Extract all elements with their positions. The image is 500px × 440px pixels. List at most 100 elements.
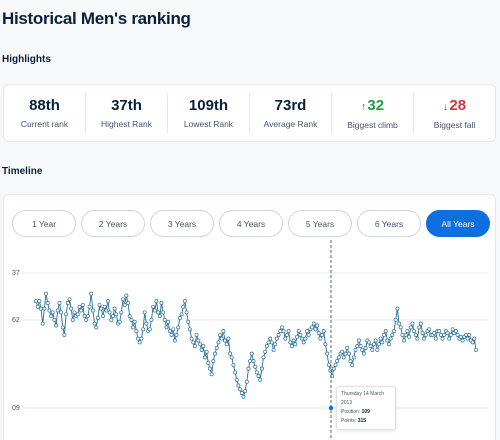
tab-6-years[interactable]: 6 Years: [357, 210, 421, 237]
data-point: [236, 383, 241, 388]
stat-value: 88th: [29, 97, 60, 114]
stat-lowest-rank: 109th Lowest Rank: [168, 93, 250, 133]
tab-1-year[interactable]: 1 Year: [12, 210, 76, 237]
data-point: [418, 321, 423, 326]
data-point: [159, 301, 164, 305]
data-point: [320, 332, 325, 337]
data-point: [105, 299, 110, 304]
stat-label: Lowest Rank: [183, 119, 234, 129]
stat-value: ↑32: [361, 97, 384, 116]
data-point: [182, 299, 187, 304]
data-point: [300, 336, 304, 341]
data-point: [412, 329, 417, 334]
data-point: [285, 332, 289, 337]
data-point: [214, 346, 219, 350]
data-point: [341, 355, 346, 360]
data-point: [112, 306, 117, 311]
data-point: [139, 336, 144, 341]
data-point: [433, 336, 438, 341]
data-point: [398, 325, 403, 330]
data-point: [102, 304, 107, 309]
data-point: [121, 297, 125, 302]
data-point: [358, 344, 363, 349]
y-tick-label: 09: [12, 405, 20, 412]
data-point: [151, 304, 156, 309]
data-point: [445, 331, 450, 335]
data-point: [198, 342, 202, 347]
data-point: [134, 329, 139, 334]
stat-label: Highest Rank: [100, 119, 153, 129]
data-point: [460, 338, 465, 343]
data-point: [59, 310, 64, 315]
data-point: [422, 336, 427, 341]
data-point: [97, 302, 102, 307]
tab-2-years[interactable]: 2 Years: [81, 210, 145, 237]
data-point: [129, 317, 134, 322]
data-point: [169, 332, 174, 337]
data-point: [192, 344, 197, 349]
stat-biggest-climb: ↑32 Biggest climb: [332, 93, 414, 133]
data-point: [438, 332, 443, 337]
data-point: [184, 310, 189, 315]
data-point: [306, 332, 311, 337]
highlights-heading: Highlights: [2, 54, 51, 65]
data-point: [142, 310, 147, 315]
data-point: [264, 344, 269, 349]
data-point: [92, 321, 97, 326]
data-point: [382, 332, 386, 337]
data-point: [127, 314, 132, 319]
tab-3-years[interactable]: 3 Years: [150, 210, 214, 237]
stat-current-rank: 88th Current rank: [4, 93, 86, 133]
stat-biggest-fall: ↓28 Biggest fall: [414, 93, 495, 133]
tab-all-years[interactable]: All Years: [426, 210, 490, 237]
data-point: [69, 306, 74, 311]
data-point: [470, 340, 475, 345]
data-point: [450, 327, 455, 332]
data-point: [47, 308, 52, 313]
data-point: [390, 332, 395, 337]
stat-highest-rank: 37th Highest Rank: [86, 93, 168, 133]
data-point: [49, 314, 54, 319]
data-point: [407, 334, 412, 339]
data-point: [311, 321, 316, 326]
data-point: [290, 344, 294, 349]
data-point: [427, 327, 432, 332]
data-point: [413, 332, 418, 337]
data-point: [420, 331, 425, 335]
data-point: [95, 316, 100, 320]
data-point: [336, 355, 341, 360]
data-point: [149, 317, 154, 322]
data-point: [298, 332, 303, 337]
data-point: [447, 336, 452, 341]
data-point: [340, 349, 345, 354]
data-point: [204, 349, 209, 354]
data-point: [166, 319, 171, 324]
data-point: [286, 329, 291, 334]
data-point: [259, 366, 264, 371]
data-point: [211, 359, 216, 364]
tab-5-years[interactable]: 5 Years: [288, 210, 352, 237]
data-point: [296, 329, 301, 334]
data-point: [361, 351, 366, 356]
data-point: [219, 336, 224, 341]
data-point: [415, 336, 420, 341]
data-point: [249, 351, 254, 356]
data-point: [42, 306, 47, 311]
tab-4-years[interactable]: 4 Years: [219, 210, 283, 237]
data-point: [392, 329, 396, 334]
data-point: [442, 332, 447, 337]
data-point: [77, 304, 82, 309]
data-point: [57, 301, 62, 305]
data-point: [258, 377, 263, 382]
data-point: [355, 344, 360, 349]
data-point: [238, 387, 243, 392]
data-point: [206, 361, 211, 365]
data-point: [315, 323, 320, 328]
data-point: [474, 347, 478, 352]
data-point: [295, 334, 299, 339]
data-point: [55, 308, 60, 313]
data-point: [378, 336, 383, 341]
data-point: [117, 319, 122, 324]
stat-label: Average Rank: [263, 119, 318, 129]
